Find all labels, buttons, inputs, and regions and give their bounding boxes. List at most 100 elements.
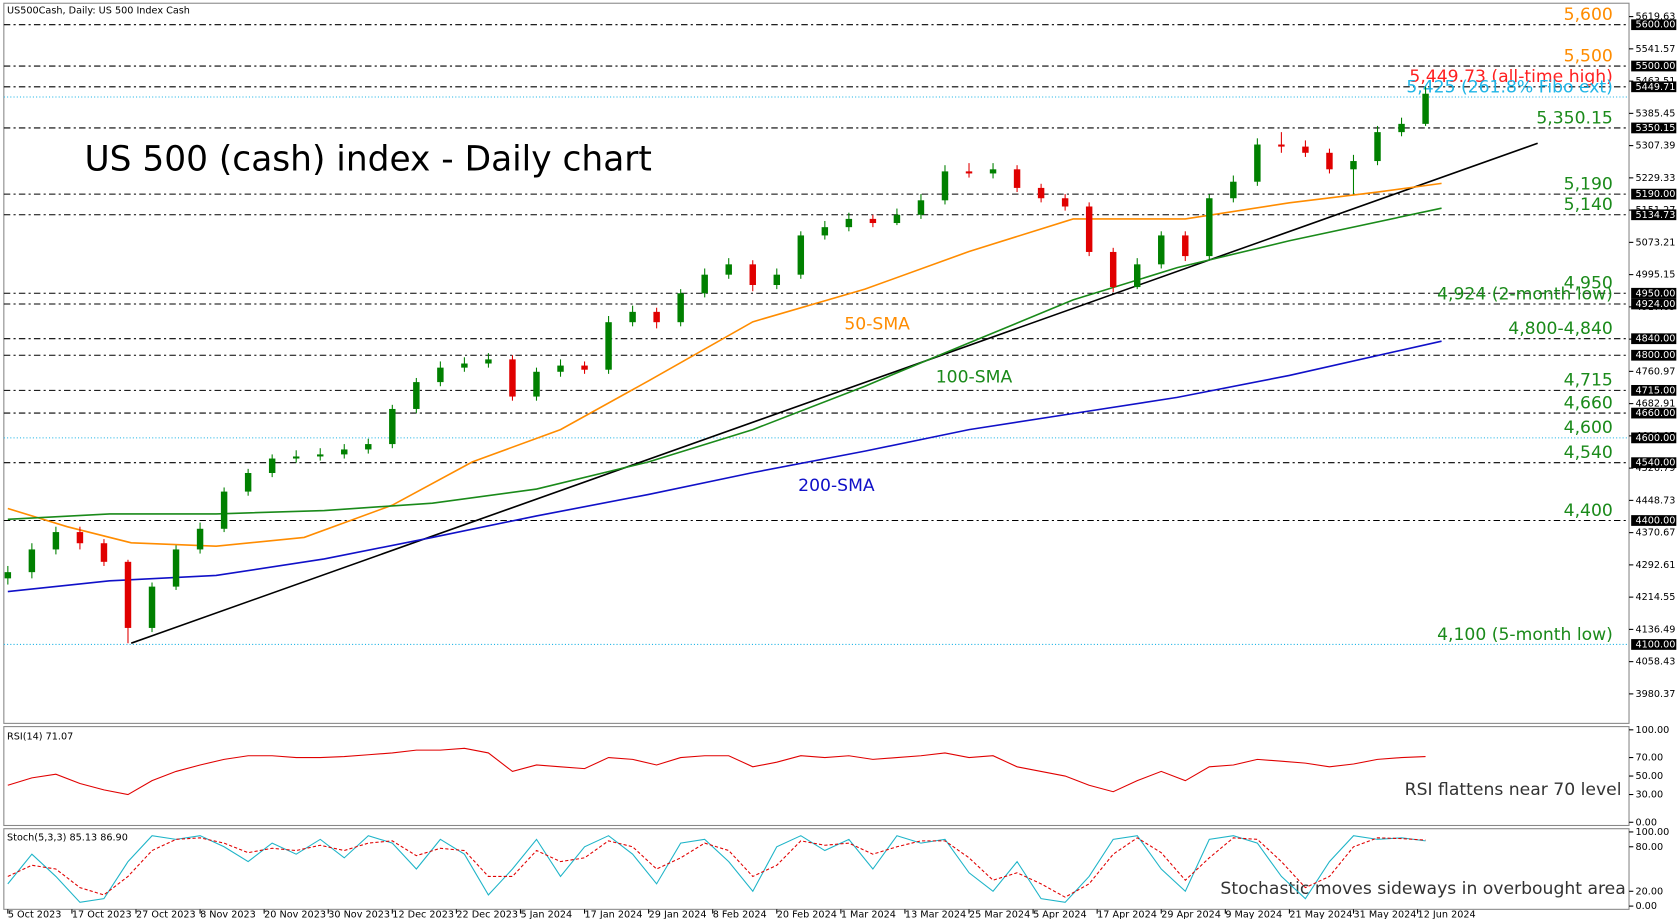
indicator-line xyxy=(7,835,1426,903)
candle-body xyxy=(461,363,468,368)
x-tick-label: 20 Feb 2024 xyxy=(777,910,837,919)
candle-body xyxy=(1422,93,1429,124)
indicator-line xyxy=(7,837,1426,898)
x-tick-label: 22 Dec 2023 xyxy=(456,910,518,919)
trendline xyxy=(130,142,1538,644)
candle-body xyxy=(653,311,660,323)
candle-body xyxy=(1350,161,1357,170)
candle-body xyxy=(509,359,516,397)
level-axis-label: 4600.00 xyxy=(1635,433,1675,444)
candle-body xyxy=(845,218,853,228)
candle-body xyxy=(1302,146,1309,153)
candle-body xyxy=(389,408,396,445)
candle-body xyxy=(893,214,901,224)
level-axis-label: 5134.73 xyxy=(1635,210,1675,221)
candle-body xyxy=(268,458,276,473)
level-axis-box xyxy=(1631,384,1677,396)
x-tick-label: 12 Dec 2023 xyxy=(392,910,454,919)
x-tick-label: 17 Apr 2024 xyxy=(1097,910,1157,919)
candle-body xyxy=(196,528,204,550)
x-tick-label: 29 Apr 2024 xyxy=(1161,910,1221,919)
level-axis-label: 5500.00 xyxy=(1635,61,1675,72)
candle-body xyxy=(341,449,348,455)
level-label: 4,950 xyxy=(1564,274,1613,294)
candle-body xyxy=(821,227,829,236)
sma-label: 50-SMA xyxy=(844,315,910,335)
candle-body xyxy=(869,218,877,224)
stoch-annotation: Stochastic moves sideways in overbought … xyxy=(1220,879,1625,899)
y-tick-label: 4136.49 xyxy=(1635,624,1675,635)
price-panel xyxy=(3,2,1630,724)
level-axis-label: 5600.00 xyxy=(1635,20,1675,31)
candle-body xyxy=(1326,152,1333,170)
candle-body xyxy=(725,264,732,275)
level-axis-box xyxy=(1631,457,1677,469)
sma-label: 100-SMA xyxy=(936,367,1013,387)
level-label: 4,400 xyxy=(1564,501,1613,521)
candle-body xyxy=(365,444,372,450)
x-tick-label: 5 Jan 2024 xyxy=(520,910,572,919)
candle-body xyxy=(437,367,444,383)
header: US500Cash, Daily: US 500 Index Cash xyxy=(7,6,190,17)
level-label: 5,425 (261.8% Fibo ext) xyxy=(1406,77,1613,97)
x-tick-label: 5 Oct 2023 xyxy=(8,910,62,919)
level-label: 4,100 (5-month low) xyxy=(1437,625,1613,645)
candle-body xyxy=(1230,181,1237,199)
y-tick-label: 100.00 xyxy=(1635,725,1669,736)
candle-body xyxy=(989,169,997,174)
level-axis-label: 4950.00 xyxy=(1635,288,1675,299)
level-axis-label: 5449.71 xyxy=(1635,82,1675,93)
candle-body xyxy=(533,371,540,397)
level-label: 4,715 xyxy=(1564,371,1613,391)
candle-body xyxy=(1254,144,1261,182)
x-tick-label: 1 Mar 2024 xyxy=(841,910,896,919)
candle-body xyxy=(172,549,180,587)
candle-body xyxy=(605,322,612,370)
y-tick-label: 4526.79 xyxy=(1635,463,1675,474)
sma-line xyxy=(7,182,1442,547)
candle-body xyxy=(1109,251,1117,288)
level-axis-box xyxy=(1631,639,1677,650)
candle-body xyxy=(148,586,156,628)
y-tick-label: 5073.21 xyxy=(1635,237,1675,248)
candle-body xyxy=(797,235,805,275)
sma-line xyxy=(7,207,1442,521)
level-axis-box xyxy=(1631,60,1677,72)
level-axis-label: 4100.00 xyxy=(1635,639,1675,650)
y-tick-label: 5307.39 xyxy=(1635,141,1675,152)
candle-body xyxy=(1158,235,1165,265)
candle-body xyxy=(557,365,564,372)
candle-body xyxy=(1374,132,1381,162)
level-axis-label: 5190.00 xyxy=(1635,189,1675,200)
x-tick-label: 21 May 2024 xyxy=(1289,910,1352,919)
candle-body xyxy=(965,171,973,174)
rsi-annotation: RSI flattens near 70 level xyxy=(1405,780,1622,800)
level-axis-label: 4540.00 xyxy=(1635,458,1675,469)
stoch-panel xyxy=(3,828,1630,910)
candle-body xyxy=(4,572,12,579)
x-tick-label: 27 Oct 2023 xyxy=(136,910,196,919)
level-axis-label: 4715.00 xyxy=(1635,385,1675,396)
candle-body xyxy=(1061,198,1069,207)
y-tick-label: 80.00 xyxy=(1635,842,1663,853)
x-tick-label: 20 Nov 2023 xyxy=(264,910,326,919)
candle-body xyxy=(413,382,420,409)
x-tick-label: 25 Mar 2024 xyxy=(969,910,1030,919)
candle-body xyxy=(917,200,925,215)
level-label: 5,500 xyxy=(1564,46,1613,66)
stoch-title: Stoch(5,3,3) 85.13 86.90 xyxy=(7,832,128,843)
level-label: 5,600 xyxy=(1564,5,1613,25)
y-tick-label: 4292.61 xyxy=(1635,560,1675,571)
level-axis-box xyxy=(1631,122,1677,134)
level-axis-box xyxy=(1631,81,1677,93)
level-axis-box xyxy=(1631,432,1677,444)
candle-body xyxy=(581,365,588,370)
rsi-title: RSI(14) 71.07 xyxy=(7,731,73,742)
y-tick-label: 20.00 xyxy=(1635,886,1663,897)
candle-body xyxy=(100,543,108,562)
x-tick-label: 9 May 2024 xyxy=(1225,910,1282,919)
candle-body xyxy=(941,171,949,201)
candle-body xyxy=(124,561,132,628)
